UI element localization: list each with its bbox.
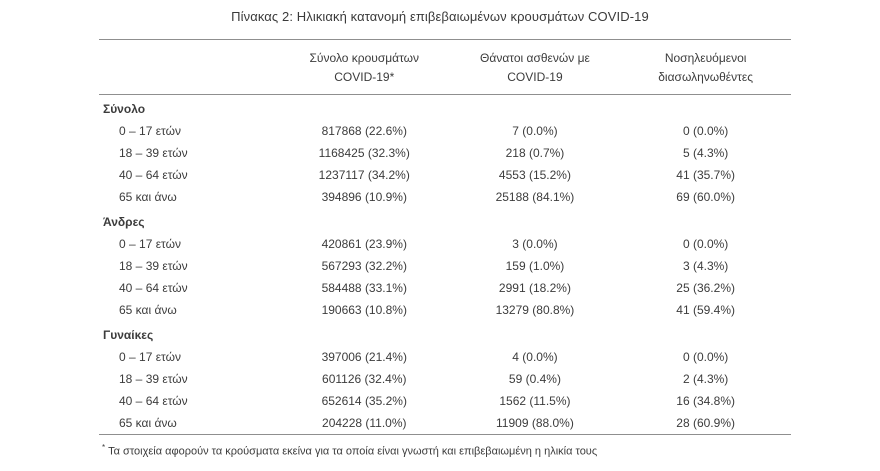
table-row: 0 – 17 ετών 817868 (22.6%) 7 (0.0%) 0 (0… (99, 120, 791, 142)
section-row-women: Γυναίκες (99, 321, 791, 346)
age-group-label: 40 – 64 ετών (119, 168, 188, 183)
footnote: * Τα στοιχεία αφορούν τα κρούσματα εκείνα… (99, 443, 791, 458)
cell-deaths: 218 (0.7%) (505, 146, 565, 161)
header-deaths: Θάνατοι ασθενών με COVID-19 (449, 39, 621, 96)
cell-cases: 397006 (21.4%) (321, 350, 407, 365)
cell-deaths: 7 (0.0%) (512, 124, 558, 139)
cell-deaths: 4553 (15.2%) (498, 168, 571, 183)
cell-cases: 652614 (35.2%) (321, 394, 407, 409)
cell-cases: 190663 (10.8%) (321, 303, 407, 318)
section-row-men: Άνδρες (99, 208, 791, 233)
cell-deaths: 3 (0.0%) (512, 237, 558, 252)
footnote-text: Τα στοιχεία αφορούν τα κρούσματα εκείνα … (108, 445, 598, 458)
cell-deaths: 13279 (80.8%) (495, 303, 575, 318)
cell-deaths: 159 (1.0%) (505, 259, 565, 274)
cell-intubated: 25 (36.2%) (676, 281, 735, 296)
table-row: 65 και άνω 190663 (10.8%) 13279 (80.8%) … (99, 299, 791, 321)
cell-intubated: 0 (0.0%) (682, 350, 729, 365)
age-group-label: 65 και άνω (119, 190, 177, 205)
age-group-label: 40 – 64 ετών (119, 394, 188, 409)
header-row: Σύνολο κρουσμάτων COVID-19* Θάνατοι ασθε… (99, 39, 791, 96)
cell-deaths: 1562 (11.5%) (499, 394, 571, 409)
cell-intubated: 16 (34.8%) (676, 394, 735, 409)
age-group-label: 65 και άνω (119, 303, 177, 318)
cell-deaths: 2991 (18.2%) (498, 281, 571, 296)
cell-cases: 601126 (32.4%) (322, 372, 407, 387)
section-label: Γυναίκες (103, 328, 154, 343)
cell-deaths: 25188 (84.1%) (495, 190, 575, 205)
table-row: 0 – 17 ετών 420861 (23.9%) 3 (0.0%) 0 (0… (99, 233, 791, 255)
cell-intubated: 5 (4.3%) (682, 146, 729, 161)
age-group-label: 0 – 17 ετών (119, 237, 181, 252)
table-row: 40 – 64 ετών 652614 (35.2%) 1562 (11.5%)… (99, 390, 791, 412)
table-row: 40 – 64 ετών 584488 (33.1%) 2991 (18.2%)… (99, 277, 791, 299)
age-group-label: 0 – 17 ετών (119, 350, 181, 365)
section-label: Σύνολο (103, 102, 146, 117)
table-row: 0 – 17 ετών 397006 (21.4%) 4 (0.0%) 0 (0… (99, 346, 791, 368)
table-row: 18 – 39 ετών 601126 (32.4%) 59 (0.4%) 2 … (99, 368, 791, 390)
age-group-label: 18 – 39 ετών (119, 372, 188, 387)
footnote-marker: * (102, 443, 106, 453)
age-group-label: 65 και άνω (119, 416, 177, 431)
cell-cases: 1168425 (32.3%) (318, 146, 410, 161)
cell-intubated: 0 (0.0%) (682, 124, 729, 139)
cell-cases: 1237117 (34.2%) (318, 168, 410, 183)
header-intubated: Νοσηλευόμενοι διασωληνωθέντες (620, 39, 791, 96)
cell-deaths: 4 (0.0%) (512, 350, 558, 365)
table-row: 65 και άνω 204228 (11.0%) 11909 (88.0%) … (99, 412, 791, 435)
cell-intubated: 41 (59.4%) (676, 303, 735, 318)
cell-intubated: 3 (4.3%) (682, 259, 729, 274)
table-title: Πίνακας 2: Ηλικιακή κατανομή επιβεβαιωμέ… (231, 9, 649, 24)
covid-age-table: Σύνολο κρουσμάτων COVID-19* Θάνατοι ασθε… (99, 39, 791, 436)
cell-cases: 567293 (32.2%) (321, 259, 407, 274)
cell-cases: 204228 (11.0%) (322, 416, 407, 431)
cell-cases: 584488 (33.1%) (321, 281, 407, 296)
header-empty-cell (99, 39, 279, 96)
section-label: Άνδρες (103, 215, 145, 230)
header-total-cases: Σύνολο κρουσμάτων COVID-19* (278, 39, 450, 96)
table-row: 40 – 64 ετών 1237117 (34.2%) 4553 (15.2%… (99, 164, 791, 186)
cell-cases: 817868 (22.6%) (321, 124, 407, 139)
cell-intubated: 28 (60.9%) (676, 416, 735, 431)
table-row: 18 – 39 ετών 1168425 (32.3%) 218 (0.7%) … (99, 142, 791, 164)
table-row: 18 – 39 ετών 567293 (32.2%) 159 (1.0%) 3… (99, 255, 791, 277)
cell-deaths: 59 (0.4%) (508, 372, 561, 387)
age-group-label: 40 – 64 ετών (119, 281, 188, 296)
covid-table-container: Σύνολο κρουσμάτων COVID-19* Θάνατοι ασθε… (99, 39, 791, 458)
section-row-total: Σύνολο (99, 95, 791, 121)
cell-cases: 394896 (10.9%) (321, 190, 407, 205)
cell-deaths: 11909 (88.0%) (496, 416, 574, 431)
age-group-label: 0 – 17 ετών (119, 124, 181, 139)
age-group-label: 18 – 39 ετών (119, 259, 188, 274)
cell-cases: 420861 (23.9%) (321, 237, 407, 252)
cell-intubated: 69 (60.0%) (676, 190, 735, 205)
cell-intubated: 41 (35.7%) (676, 168, 735, 183)
age-group-label: 18 – 39 ετών (119, 146, 188, 161)
cell-intubated: 2 (4.3%) (682, 372, 729, 387)
cell-intubated: 0 (0.0%) (682, 237, 729, 252)
table-row: 65 και άνω 394896 (10.9%) 25188 (84.1%) … (99, 186, 791, 208)
